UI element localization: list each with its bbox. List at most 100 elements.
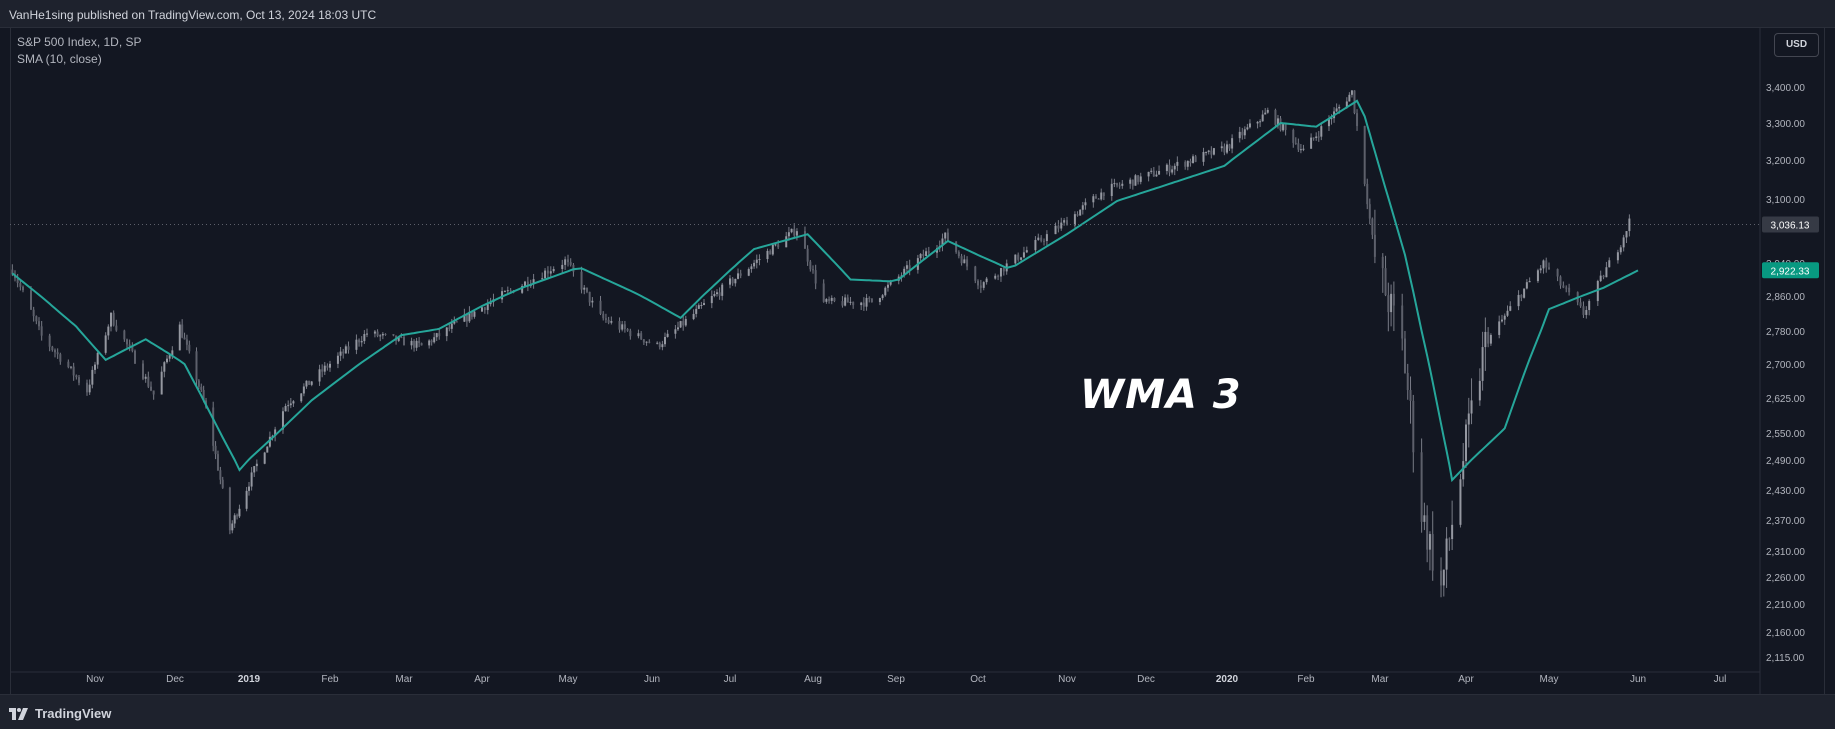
candle [54,348,56,358]
candle [166,355,168,364]
candle [1284,122,1287,136]
candle [418,337,421,348]
candle [830,295,833,305]
candle [1241,127,1244,140]
candle [473,310,476,319]
candle [433,332,436,344]
candle [238,504,241,519]
tradingview-logo[interactable]: TradingView [9,706,111,721]
candle [541,272,544,281]
candle [289,398,292,409]
candle [1147,171,1150,182]
candle [91,366,94,389]
candle [1129,177,1132,189]
candle [96,350,99,369]
candle [326,363,329,371]
candle [126,338,128,350]
candle [248,482,250,496]
candle [1478,368,1481,406]
candle [1409,376,1412,424]
candle [1165,163,1168,175]
x-tick-label: Mar [395,674,413,685]
candle [110,312,112,332]
candle [483,306,486,314]
candle [128,339,131,352]
candle [1420,438,1423,533]
candle [1428,531,1431,571]
x-tick-label: Dec [1137,674,1155,685]
candle [1350,90,1353,98]
candle [1274,108,1277,128]
candle [1231,134,1234,154]
candle [255,459,258,472]
candles-layer [11,90,1631,598]
candle [982,281,985,291]
candle [1520,294,1523,302]
candle [618,317,621,333]
candle [1294,137,1297,145]
candle [656,341,659,345]
candle [621,320,624,332]
candle [1545,257,1548,273]
candle [219,466,222,485]
candle [1176,156,1179,172]
candle [1448,537,1451,551]
candle [38,317,40,331]
candle [1498,315,1501,339]
candle [994,273,997,280]
candle [1487,327,1490,348]
candle [410,337,413,350]
candle [1097,198,1100,200]
currency-button[interactable]: USD [1774,33,1819,57]
legend-indicator[interactable]: SMA (10, close) [17,52,102,66]
candle [1189,158,1192,167]
candle [766,248,769,263]
x-tick-label: May [1540,674,1559,685]
x-tick-label: Apr [1458,674,1474,685]
y-tick-label: 2,780.00 [1766,327,1805,338]
candle [1063,218,1066,226]
candle [1259,119,1262,127]
candle [197,379,200,390]
candle [1210,146,1213,159]
x-axis[interactable]: Nov Dec 2019 Feb Mar Apr May Jun Jul Aug Sep Oct Nov… [86,674,1726,685]
candle [455,320,458,323]
candle [1238,126,1241,143]
candle [1565,285,1568,293]
candle [40,320,43,341]
candle [115,319,118,332]
candle [1619,245,1622,255]
candle [960,253,963,266]
candle [1152,166,1155,177]
candle [1045,230,1048,246]
candle [415,337,418,351]
candle [1605,261,1608,278]
candle [1134,174,1137,186]
candle [1525,279,1528,290]
candle [703,299,705,306]
candle [30,286,32,310]
candle [420,342,423,346]
y-tick-label: 2,860.00 [1766,292,1805,303]
candle [1506,305,1509,318]
legend-symbol[interactable]: S&P 500 Index, 1D, SP [17,35,142,49]
candle [147,371,150,389]
candle [1100,188,1103,201]
candle [1094,194,1097,199]
candle [150,381,152,392]
candle [1616,249,1619,264]
candle [546,266,549,278]
candle [221,476,224,489]
candle [1622,234,1625,252]
candle [664,332,666,347]
candle [438,328,441,340]
candle [1228,143,1231,151]
candle [1002,267,1005,276]
candle [1076,211,1079,217]
y-axis[interactable]: 3,400.003,300.003,200.003,100.002,940.00… [1766,83,1805,664]
x-tick-label: Nov [1058,674,1076,685]
candle [231,520,234,534]
candle [852,301,855,309]
x-tick-label: Oct [970,674,986,685]
